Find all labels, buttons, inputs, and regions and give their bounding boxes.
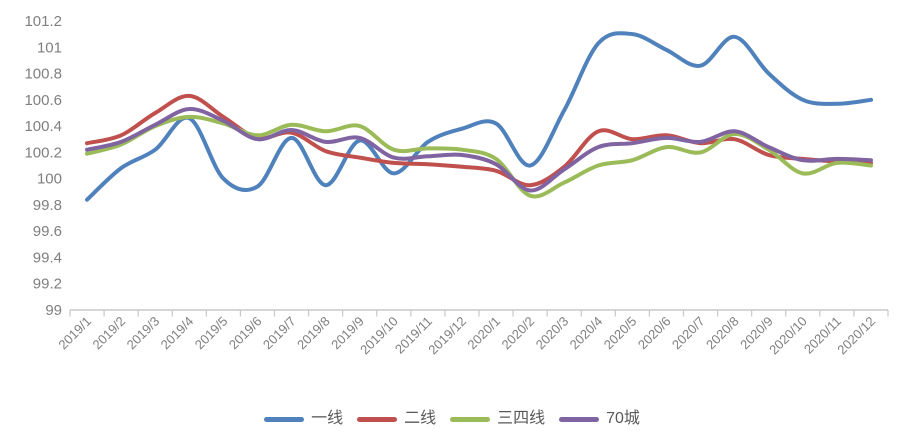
y-axis-tick-label: 99.2 <box>33 276 62 293</box>
legend-item-3: 70城 <box>559 411 640 427</box>
x-axis-tick-label: 2019/5 <box>192 314 231 353</box>
x-axis-tick-label: 2020/8 <box>703 314 742 353</box>
y-axis-tick-label: 100 <box>37 171 62 188</box>
x-axis-tick-label: 2019/2 <box>89 314 128 353</box>
y-axis-tick-label: 100.8 <box>24 66 62 83</box>
x-axis-tick-label: 2020/7 <box>669 314 708 353</box>
legend-label: 三四线 <box>497 410 546 427</box>
x-axis-tick-label: 2020/1 <box>464 314 503 353</box>
x-axis-tick-label: 2020/4 <box>567 314 606 353</box>
y-axis-tick-label: 99 <box>45 302 62 319</box>
y-axis-tick-label: 99.6 <box>33 223 62 240</box>
legend-label: 一线 <box>311 410 344 427</box>
series-line-3 <box>85 106 873 193</box>
x-axis-tick-label: 2019/6 <box>226 314 265 353</box>
x-axis-tick-label: 2020/5 <box>601 314 640 353</box>
legend-line-swatch <box>264 416 305 422</box>
y-axis-tick-label: 100.4 <box>24 118 62 135</box>
chart-legend: 一线 二线 三四线 70城 <box>0 411 904 427</box>
x-axis-tick-label: 2019/3 <box>124 314 163 353</box>
x-axis-tick-label: 2020/2 <box>498 314 537 353</box>
legend-item-2: 三四线 <box>450 411 545 427</box>
legend-line-swatch <box>559 416 600 422</box>
y-axis-tick-label: 101.2 <box>24 13 62 30</box>
x-axis-tick-label: 2019/1 <box>55 314 94 353</box>
y-axis-tick-label: 99.8 <box>33 197 62 214</box>
x-axis-tick-label: 2019/7 <box>260 314 299 353</box>
x-axis-tick-label: 2019/10 <box>357 314 401 358</box>
legend-label: 70城 <box>606 410 640 427</box>
x-axis-tick-label: 2020/10 <box>766 314 810 358</box>
x-axis-tick-label: 2020/3 <box>533 314 572 353</box>
x-axis-tick-label: 2019/8 <box>294 314 333 353</box>
series-line-1 <box>85 93 873 188</box>
chart-plot-area: 99 99.2 99.4 99.6 99.8 100 100.2 100.4 100.6 100.… <box>24 13 889 358</box>
y-axis-tick-label: 100.2 <box>24 144 62 161</box>
legend-line-swatch <box>450 416 491 422</box>
y-axis-tick-label: 101 <box>37 39 62 56</box>
legend-item-0: 一线 <box>264 411 343 427</box>
series-line-0 <box>85 31 873 202</box>
x-axis-tick-label: 2019/12 <box>425 314 469 358</box>
x-axis-tick-label: 2019/4 <box>158 314 197 353</box>
y-axis-tick-label: 99.4 <box>33 249 62 266</box>
legend-item-1: 二线 <box>357 411 436 427</box>
legend-label: 二线 <box>404 410 437 427</box>
series-line-2 <box>85 114 873 199</box>
x-axis-tick-label: 2020/6 <box>635 314 674 353</box>
legend-line-swatch <box>357 416 398 422</box>
y-axis-tick-label: 100.6 <box>24 92 62 109</box>
x-axis-tick-label: 2020/12 <box>834 314 878 358</box>
